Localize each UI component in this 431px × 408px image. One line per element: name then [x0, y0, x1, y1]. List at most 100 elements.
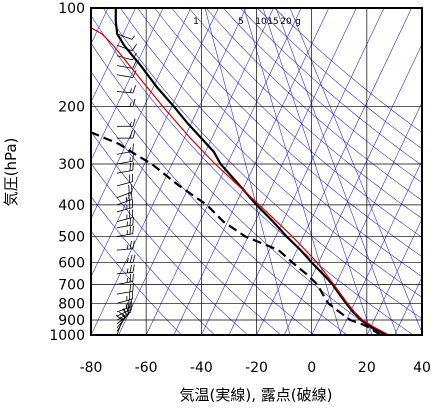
- wind-barb: [116, 240, 135, 251]
- wind-barb-flag: [129, 274, 132, 283]
- wind-barb-flag: [132, 60, 137, 69]
- wind-barb: [116, 184, 133, 198]
- wind-barb-staff: [116, 248, 133, 251]
- wind-barb-flag: [129, 254, 133, 263]
- wind-barb-staff: [116, 207, 133, 213]
- y-tick-label: 700: [58, 277, 85, 293]
- y-tick-label: 900: [58, 313, 85, 329]
- isotherm-line: [91, 8, 192, 220]
- wind-barb-flag: [128, 192, 130, 201]
- y-tick-label: 100: [58, 1, 85, 17]
- y-tick-label: 1000: [49, 328, 85, 344]
- reference-profile-line: [91, 27, 390, 335]
- wind-barb: [116, 273, 134, 285]
- mixing-ratio-line: [243, 8, 342, 335]
- wind-barb-flag: [128, 299, 130, 308]
- wind-barb: [116, 199, 133, 213]
- wind-barb: [116, 43, 137, 52]
- wind-barb-staff: [116, 170, 133, 174]
- dry-adiabat-line: [91, 42, 381, 335]
- mixing-ratio-line: [262, 8, 373, 335]
- wind-barb-flag: [129, 130, 133, 139]
- isotherm-line: [91, 8, 136, 103]
- mixing-ratio-label: 10: [255, 17, 267, 27]
- wind-barb-flag: [127, 302, 130, 311]
- wind-barb-flag: [128, 185, 130, 194]
- dewpoint-line: [91, 131, 382, 335]
- wind-barb-flag: [129, 226, 132, 235]
- dry-adiabat-line: [91, 15, 414, 335]
- wind-barb-flag: [126, 244, 129, 250]
- dry-adiabat-line: [154, 8, 422, 257]
- x-tick-label: -60: [135, 360, 158, 376]
- wind-barb: [116, 162, 134, 174]
- isotherm-line: [339, 160, 422, 335]
- wind-barb-flag: [132, 162, 134, 171]
- wind-barb-staff: [116, 33, 133, 40]
- dry-adiabat-line: [171, 8, 422, 238]
- x-tick-label: 0: [307, 360, 316, 376]
- wind-barb: [116, 216, 134, 229]
- y-tick-label: 500: [58, 230, 85, 246]
- wind-barb-flag: [132, 98, 136, 107]
- x-tick-labels: -80 -60 -40 -20 0 20 40: [80, 360, 431, 376]
- wind-barb: [116, 33, 135, 40]
- dry-adiabat-line: [205, 8, 422, 201]
- wind-barb-flag: [132, 254, 136, 263]
- dry-adiabat-line: [91, 162, 248, 335]
- profile-series: [91, 8, 390, 335]
- mixing-ratio-line: [289, 8, 422, 334]
- isotherm-line: [91, 8, 164, 161]
- wind-barb: [116, 173, 133, 187]
- wind-barb-flag: [129, 264, 132, 273]
- wind-barb: [116, 209, 133, 222]
- mixing-ratio-label: 15: [267, 17, 278, 27]
- x-tick-label: -40: [190, 360, 213, 376]
- isotherm-line: [256, 8, 412, 335]
- wind-barb-flag: [132, 240, 135, 249]
- wind-barb: [116, 153, 134, 165]
- wind-barb: [116, 301, 132, 317]
- wind-barb-flag: [129, 88, 132, 93]
- wind-barb-flag: [126, 268, 129, 273]
- wind-barb: [117, 118, 136, 127]
- plot-frame: [90, 7, 423, 336]
- isotherm-line: [394, 276, 422, 335]
- wind-barb-flag: [132, 70, 137, 78]
- wind-barb-flag: [132, 225, 134, 234]
- wind-barb: [116, 60, 137, 69]
- wind-barb-flag: [129, 241, 132, 250]
- wind-barb-flag: [132, 118, 136, 127]
- wind-barb-flag: [132, 283, 134, 292]
- isotherm-line: [201, 8, 357, 335]
- mixing-ratio-line: [275, 8, 398, 335]
- wind-barb: [116, 291, 133, 304]
- wind-barb-flag: [132, 85, 137, 94]
- wind-barb-flag: [130, 191, 133, 200]
- mixing-ratio-label: 5: [238, 17, 244, 27]
- wind-barb-flag: [130, 184, 133, 193]
- dry-adiabat-line: [240, 8, 422, 166]
- wind-barb-flag: [119, 311, 126, 318]
- wind-barb: [116, 225, 134, 237]
- dry-adiabat-line: [120, 8, 422, 298]
- y-tick-label: 600: [58, 255, 85, 271]
- wind-barb: [117, 130, 136, 139]
- y-tick-label: 800: [58, 296, 85, 312]
- wind-barb-flag: [129, 217, 132, 226]
- y-tick-label: 300: [58, 157, 85, 173]
- wind-barb: [117, 98, 136, 107]
- wind-barb: [116, 85, 137, 94]
- wind-barb-staff: [116, 290, 133, 295]
- wind-barb-staff: [116, 233, 133, 237]
- dry-adiabat-line: [274, 8, 422, 133]
- reference-lines: [91, 8, 422, 335]
- x-tick-label: -20: [245, 360, 268, 376]
- wind-barb-flag: [129, 101, 132, 107]
- isotherm-line: [91, 8, 219, 278]
- wind-barb-flag: [129, 301, 132, 310]
- x-tick-label: -80: [80, 360, 103, 376]
- x-tick-label: 40: [413, 360, 431, 376]
- wind-barb-flag: [129, 283, 132, 292]
